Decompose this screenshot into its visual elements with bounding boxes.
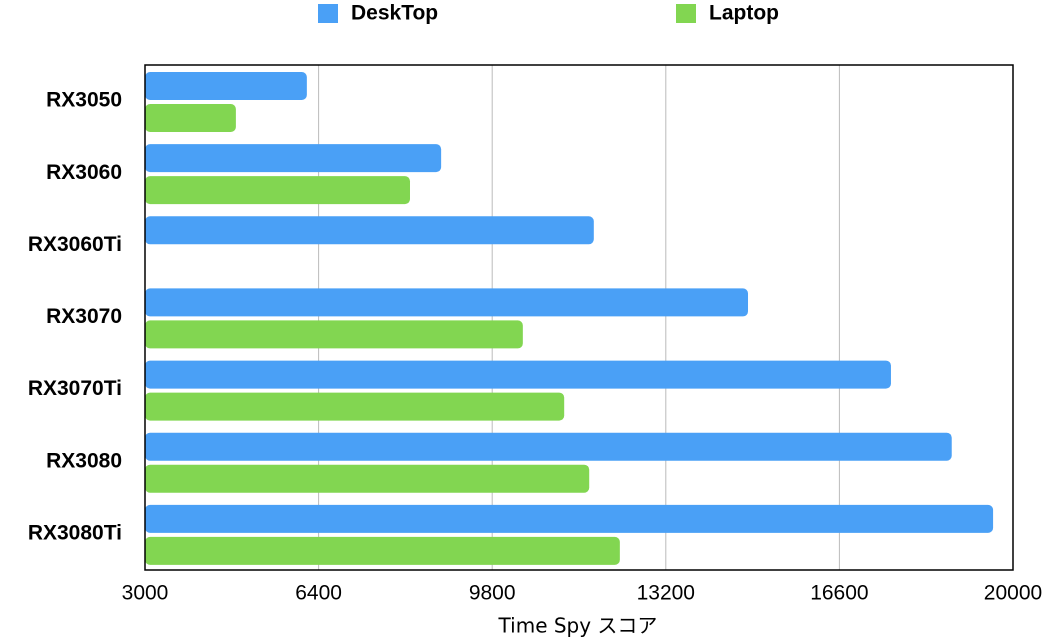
y-tick-label: RX3080Ti — [28, 521, 122, 544]
legend-label: DeskTop — [351, 2, 438, 25]
x-tick-label: 13200 — [637, 582, 695, 605]
y-tick-label: RX3070 — [46, 305, 122, 328]
bar — [145, 216, 594, 245]
plot-frame — [144, 64, 1014, 571]
x-axis-label: Time Spy スコア — [498, 614, 658, 638]
bar — [145, 536, 620, 565]
bar — [145, 392, 565, 421]
bar — [145, 320, 523, 349]
x-tick-label: 16600 — [810, 582, 868, 605]
bar — [145, 144, 442, 173]
bar — [145, 360, 891, 389]
x-tick-label: 20000 — [984, 582, 1042, 605]
legend-label: Laptop — [709, 2, 779, 25]
y-tick-label: RX3080 — [46, 449, 122, 472]
bar — [145, 464, 590, 493]
bar — [145, 504, 994, 533]
legend-swatch — [676, 4, 696, 23]
x-tick-label: 9800 — [469, 582, 516, 605]
y-tick-label: RX3060 — [46, 161, 122, 184]
bar — [145, 176, 410, 205]
bar — [145, 104, 236, 132]
y-tick-label: RX3060Ti — [28, 233, 122, 256]
x-tick-label: 3000 — [122, 582, 169, 605]
x-tick-label: 6400 — [295, 582, 342, 605]
legend-swatch — [318, 4, 338, 23]
y-tick-label: RX3070Ti — [28, 377, 122, 400]
bar — [145, 288, 749, 317]
bar — [145, 72, 307, 100]
y-tick-label: RX3050 — [46, 89, 122, 112]
bar — [145, 432, 952, 461]
